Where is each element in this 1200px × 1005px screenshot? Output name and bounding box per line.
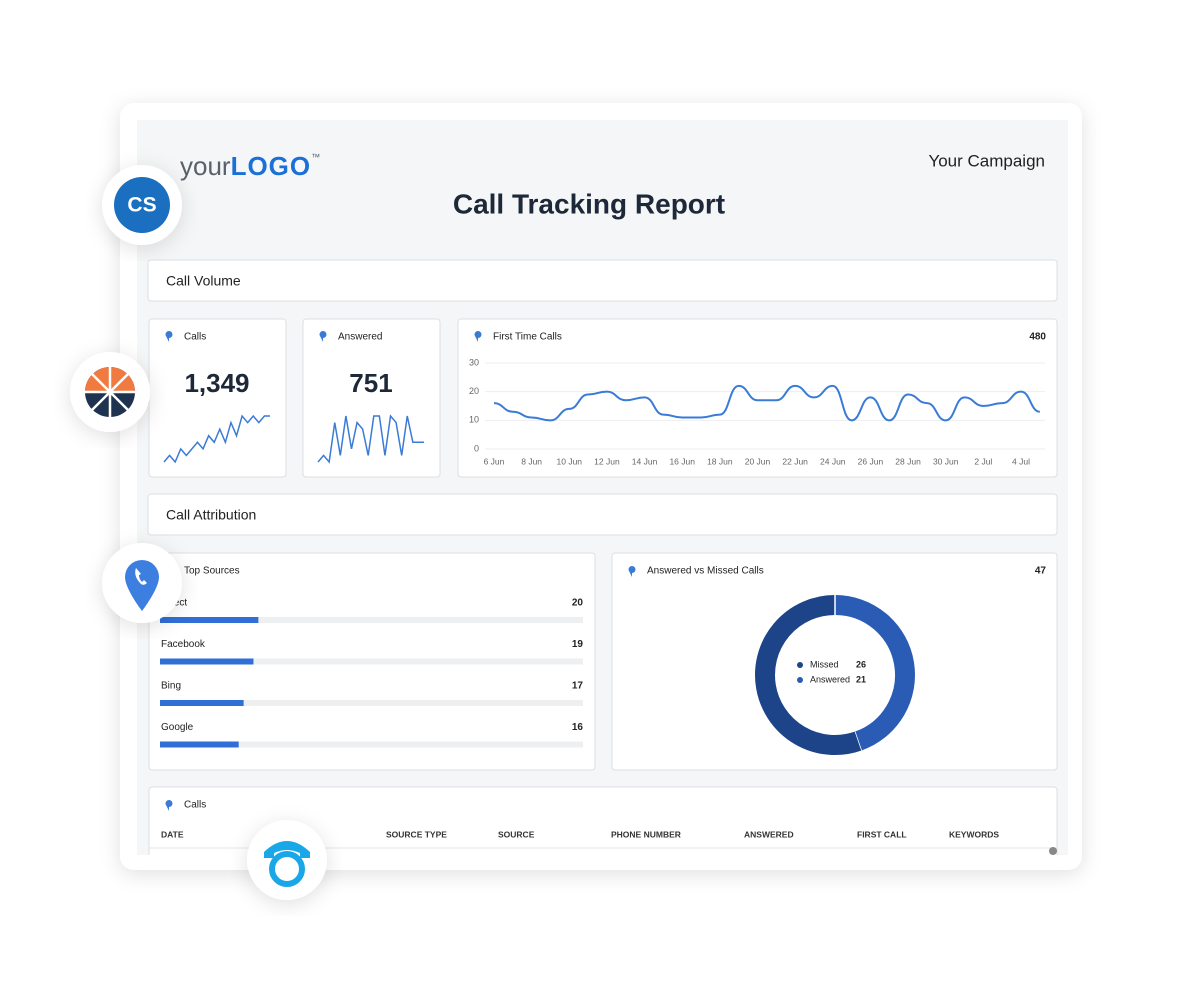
section-title: Call Attribution [166, 507, 256, 523]
badges: CS [70, 165, 327, 900]
x-tick-label: 30 Jun [933, 456, 959, 466]
column-header: DATE [161, 829, 184, 839]
logo-brand: LOGO [231, 151, 312, 181]
x-tick-label: 16 Jun [669, 456, 695, 466]
source-label: Facebook [161, 639, 206, 650]
y-tick-label: 0 [474, 443, 479, 453]
column-header: PHONE NUMBER [611, 829, 681, 839]
column-header: KEYWORDS [949, 829, 999, 839]
source-value: 20 [572, 598, 584, 609]
chart-title: First Time Calls [493, 332, 562, 343]
donut-segment [755, 595, 862, 755]
legend-dot [797, 662, 803, 668]
campaign: Your Campaign [928, 151, 1045, 170]
x-tick-label: 4 Jul [1012, 456, 1030, 466]
sparkline [163, 414, 270, 464]
chart-total: 480 [1029, 332, 1046, 343]
x-tick-label: 14 Jun [632, 456, 658, 466]
x-tick-label: 12 Jun [594, 456, 620, 466]
badge [247, 820, 327, 900]
pin-icon [165, 799, 173, 811]
x-tick-label: 6 Jun [484, 456, 505, 466]
source-value: 19 [572, 639, 584, 650]
phone-icon [264, 841, 310, 858]
logo-mark: ™ [311, 152, 320, 162]
kpi-value: 1,349 [184, 368, 249, 398]
chart-total: 47 [1035, 566, 1047, 577]
x-tick-label: 22 Jun [782, 456, 808, 466]
pin-icon [474, 330, 482, 342]
x-tick-label: 18 Jun [707, 456, 733, 466]
bar [160, 741, 239, 748]
pin-icon [628, 565, 636, 577]
y-tick-label: 20 [469, 386, 479, 396]
x-tick-label: 26 Jun [858, 456, 884, 466]
bar [160, 700, 244, 706]
section-bar [147, 259, 1058, 302]
source-value: 16 [572, 722, 584, 733]
x-tick-label: 20 Jun [745, 456, 771, 466]
bar-track [160, 700, 583, 706]
bar-track [160, 741, 583, 748]
x-tick-label: 8 Jun [521, 456, 542, 466]
kpi-title: Answered [338, 332, 382, 343]
legend-value: 26 [856, 659, 866, 669]
bar [160, 617, 259, 623]
bar-track [160, 617, 583, 623]
kpi-card [302, 318, 441, 478]
donut-segment [834, 595, 915, 751]
source-label: Google [161, 722, 194, 733]
chart-title: Top Sources [184, 566, 240, 577]
scroll-knob [1049, 847, 1057, 855]
wheel-spokes [85, 367, 135, 417]
badge-disc [114, 177, 170, 233]
section-title: Call Volume [166, 273, 241, 289]
x-tick-label: 24 Jun [820, 456, 846, 466]
chart-title: Answered vs Missed Calls [647, 566, 764, 577]
sparkline [317, 414, 424, 464]
table-card [148, 786, 1058, 855]
source-label: Bing [161, 681, 181, 692]
phone-dial [269, 851, 305, 887]
y-tick-label: 10 [469, 415, 479, 425]
legend-label: Answered [810, 674, 850, 684]
bar [160, 658, 254, 665]
legend-dot [797, 677, 803, 683]
bar-track [160, 658, 583, 665]
source-value: 17 [572, 681, 584, 692]
pin-icon [165, 330, 173, 342]
phone-glyph [135, 568, 147, 585]
section-bar [147, 493, 1058, 536]
column-header: SOURCE TYPE [386, 829, 447, 839]
x-tick-label: 28 Jun [895, 456, 921, 466]
chart-card [611, 552, 1058, 771]
table-title: Calls [184, 800, 206, 811]
column-header: FIRST CALL [857, 829, 907, 839]
x-tick-label: 10 Jun [557, 456, 583, 466]
line-series [493, 384, 1041, 422]
legend-label: Missed [810, 659, 839, 669]
logo-prefix: your [180, 151, 231, 181]
column-header: SOURCE [498, 829, 535, 839]
y-tick-label: 30 [469, 357, 479, 367]
kpi-title: Calls [184, 332, 206, 343]
chart-card [457, 318, 1058, 478]
pin-icon [319, 330, 327, 342]
legend-value: 21 [856, 674, 866, 684]
pin-badge-icon [125, 560, 159, 611]
badge-text: CS [127, 194, 156, 217]
report-title: Call Tracking Report [453, 188, 725, 219]
column-header: ANSWERED [744, 829, 794, 839]
kpi-value: 751 [349, 368, 392, 398]
content: Calls 1,349 Answered 751 First Time Calls 480… [160, 332, 1047, 839]
x-tick-label: 2 Jul [974, 456, 992, 466]
pin-icons [165, 330, 636, 811]
logo: yourLOGO™ [180, 151, 320, 181]
kpi-card [148, 318, 287, 478]
